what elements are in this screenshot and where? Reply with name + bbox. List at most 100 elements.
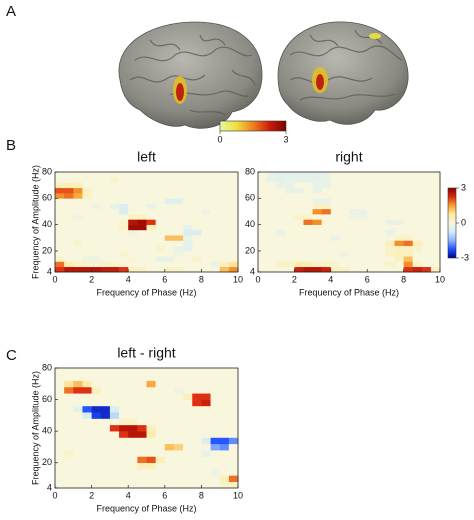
heatmap-cell xyxy=(267,187,277,194)
heatmap-cell xyxy=(100,182,111,189)
heatmap-cell xyxy=(155,437,166,445)
heatmap-cell xyxy=(330,261,341,268)
heatmap-cell xyxy=(82,456,92,464)
heatmap-cell xyxy=(173,256,184,262)
heatmap-cell xyxy=(64,224,74,231)
heatmap-cell xyxy=(146,431,156,438)
heatmap-cell xyxy=(155,203,166,210)
heatmap-cell xyxy=(155,405,166,413)
heatmap-cell xyxy=(312,266,322,273)
heatmap-cell xyxy=(55,224,65,231)
heatmap-cell xyxy=(173,374,184,381)
heatmap-cell xyxy=(192,475,202,482)
heatmap-cell xyxy=(421,193,432,199)
heatmap-cell xyxy=(430,245,441,252)
heatmap-cell xyxy=(109,412,120,419)
heatmap-cell xyxy=(385,214,395,220)
heatmap-cell xyxy=(258,240,268,246)
heatmap-cell xyxy=(394,187,404,194)
heatmap-cell xyxy=(394,193,404,199)
heatmap-cell xyxy=(100,224,111,231)
heatmap-cell xyxy=(349,240,359,246)
heatmap-cell xyxy=(119,418,129,426)
heatmap-cell xyxy=(82,481,92,489)
heatmap-cell xyxy=(219,450,230,457)
heatmap-cell xyxy=(137,214,147,220)
heatmap-cell xyxy=(155,412,166,419)
heatmap-cell xyxy=(100,380,111,388)
heatmap-cell xyxy=(64,374,74,381)
heatmap-cell xyxy=(155,208,166,215)
heatmap-cell xyxy=(73,424,83,432)
heatmap-cell xyxy=(73,240,83,246)
heatmap-cell xyxy=(210,193,220,199)
heatmap-cell xyxy=(82,208,92,215)
plot-frame xyxy=(54,171,239,273)
heatmap-cell xyxy=(330,187,341,194)
heatmap-cell xyxy=(421,240,432,246)
heatmap-cell xyxy=(73,266,83,273)
heatmap-cell xyxy=(109,182,120,189)
heatmap-cell xyxy=(109,481,120,489)
panel-label: C xyxy=(6,347,17,364)
heatmap-cell xyxy=(109,424,120,432)
heatmap-cell xyxy=(192,437,202,445)
heatmap-cell xyxy=(385,198,395,204)
heatmap-cell xyxy=(164,235,175,241)
heatmap-cell xyxy=(219,203,230,210)
heatmap-cell xyxy=(64,245,74,252)
heatmap-cell xyxy=(73,374,83,381)
heatmap-cell xyxy=(82,450,92,457)
y-tick-label: 4 xyxy=(47,482,52,492)
heatmap-cell xyxy=(183,456,193,464)
heatmap-cell xyxy=(192,456,202,464)
heatmap-cell xyxy=(119,229,129,236)
heatmap-cell xyxy=(173,198,184,204)
heatmap-cell xyxy=(109,214,120,220)
heatmap-cell xyxy=(137,261,147,268)
heatmap-cell xyxy=(312,193,322,199)
heatmap-cell xyxy=(119,187,129,194)
heatmap-cell xyxy=(421,219,432,225)
heatmap-cell xyxy=(100,219,111,225)
heatmap-cell xyxy=(109,261,120,268)
heatmap-cell xyxy=(73,245,83,252)
heatmap-cell xyxy=(55,418,65,426)
heatmap-cell xyxy=(100,469,111,476)
heatmap-cell xyxy=(183,187,193,194)
heatmap-cell xyxy=(312,208,322,215)
heatmap-cell xyxy=(155,399,166,407)
heatmap-cell xyxy=(128,240,138,246)
heatmap-cell xyxy=(155,469,166,476)
heatmap-cell xyxy=(128,462,138,470)
heatmap-cell xyxy=(55,198,65,204)
heatmap-cell xyxy=(330,266,341,273)
heatmap-cell xyxy=(119,208,129,215)
heatmap-cell xyxy=(64,193,74,199)
heatmap-cell xyxy=(55,235,65,241)
heatmap-cell xyxy=(146,424,156,432)
heatmap-cell xyxy=(201,418,211,426)
heatmap-cell xyxy=(128,469,138,476)
heatmap-cell xyxy=(128,424,138,432)
heatmap-cell xyxy=(303,240,313,246)
heatmap-cell xyxy=(219,443,230,451)
heatmap-cell xyxy=(82,193,92,199)
heatmap-cell xyxy=(412,219,423,225)
heatmap-cell xyxy=(91,469,102,476)
heatmap-cell xyxy=(228,412,239,419)
heatmap-cell xyxy=(192,386,202,394)
heatmap-cell xyxy=(228,187,239,194)
heatmap-cell xyxy=(137,182,147,189)
heatmap-cell xyxy=(228,469,239,476)
heatmap-cell xyxy=(276,219,286,225)
heatmap-cell xyxy=(183,182,193,189)
heatmap-cell xyxy=(210,443,220,451)
heatmap-cell xyxy=(128,177,138,183)
heatmap-cell xyxy=(303,177,313,183)
heatmap-cell xyxy=(294,187,304,194)
heatmap-cell xyxy=(219,412,230,419)
heatmap-cell xyxy=(385,266,395,273)
heatmap-cell xyxy=(210,256,220,262)
heatmap-cell xyxy=(128,203,138,210)
